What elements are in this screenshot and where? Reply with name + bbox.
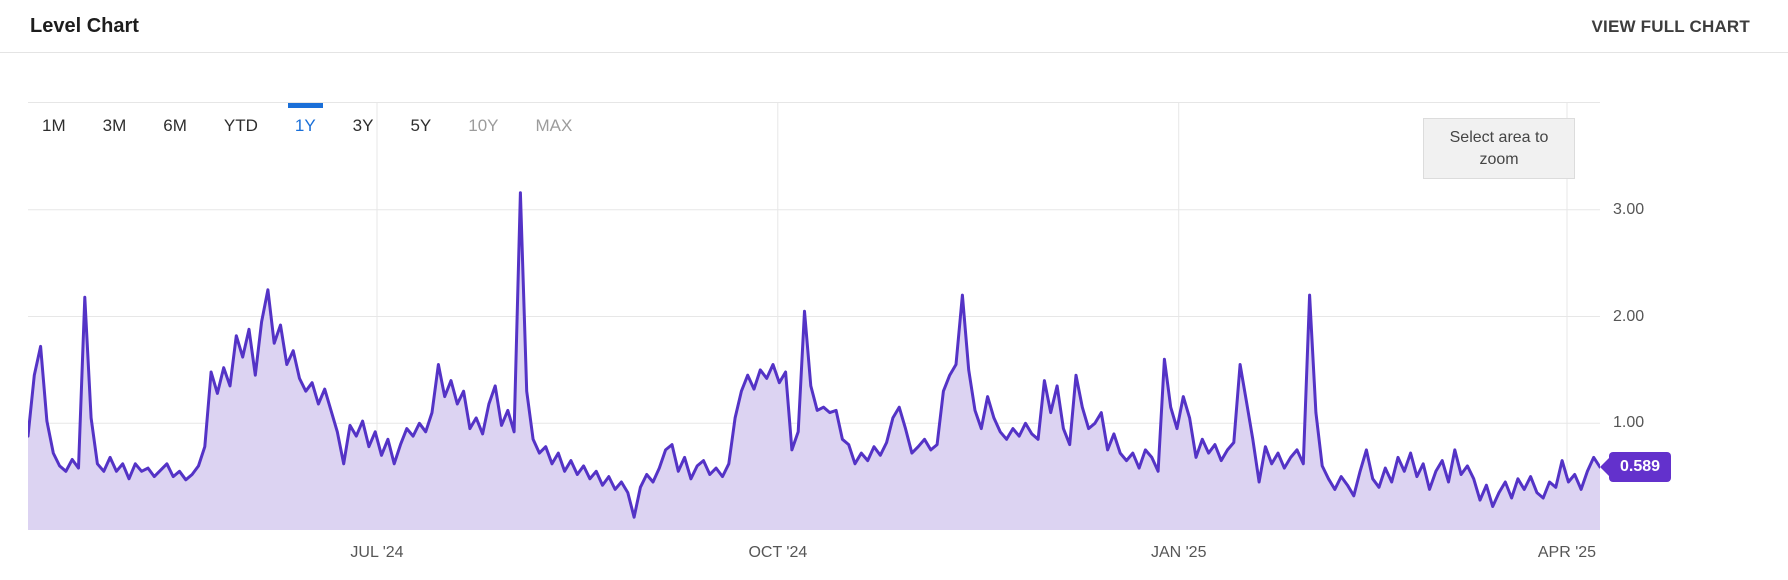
range-button-5y[interactable]: 5Y [410, 116, 432, 135]
header: Level Chart VIEW FULL CHART [0, 0, 1788, 53]
level-chart-svg[interactable] [28, 103, 1600, 530]
range-button-3y[interactable]: 3Y [352, 116, 374, 135]
zoom-hint-box: Select area to zoom [1423, 118, 1575, 180]
range-button-max[interactable]: MAX [535, 116, 573, 135]
range-button-3m[interactable]: 3M [102, 116, 127, 135]
x-axis-label: APR '25 [1537, 544, 1597, 561]
y-axis-tick: 3.00 [1613, 200, 1645, 218]
range-button-10y[interactable]: 10Y [468, 116, 499, 135]
x-axis: JUL '24 OCT '24 JAN '25 APR '25 [28, 529, 1600, 561]
x-axis-label: OCT '24 [748, 544, 808, 561]
range-button-6m[interactable]: 6M [163, 116, 187, 135]
last-value-label: 0.589 [1609, 452, 1672, 483]
y-axis-tick: 1.00 [1613, 414, 1645, 432]
y-axis: 3.00 2.00 1.00 [1600, 103, 1780, 529]
last-value-badge: 0.589 [1600, 452, 1672, 483]
range-button-ytd[interactable]: YTD [223, 116, 258, 135]
range-button-1y[interactable]: 1Y [287, 103, 323, 135]
page-title: Level Chart [30, 15, 139, 37]
chart-widget[interactable]: 1M 3M 6M YTD 1Y 3Y 5Y 10Y MAX Select are… [28, 102, 1672, 561]
range-selector: 1M 3M 6M YTD 1Y 3Y 5Y 10Y MAX [28, 103, 572, 136]
x-axis-label: JUL '24 [350, 544, 404, 561]
badge-arrow-icon [1600, 458, 1609, 477]
view-full-chart-link[interactable]: VIEW FULL CHART [1591, 16, 1750, 36]
x-axis-label: JAN '25 [1150, 544, 1207, 561]
range-button-1m[interactable]: 1M [42, 116, 66, 135]
y-axis-tick: 2.00 [1613, 307, 1645, 325]
